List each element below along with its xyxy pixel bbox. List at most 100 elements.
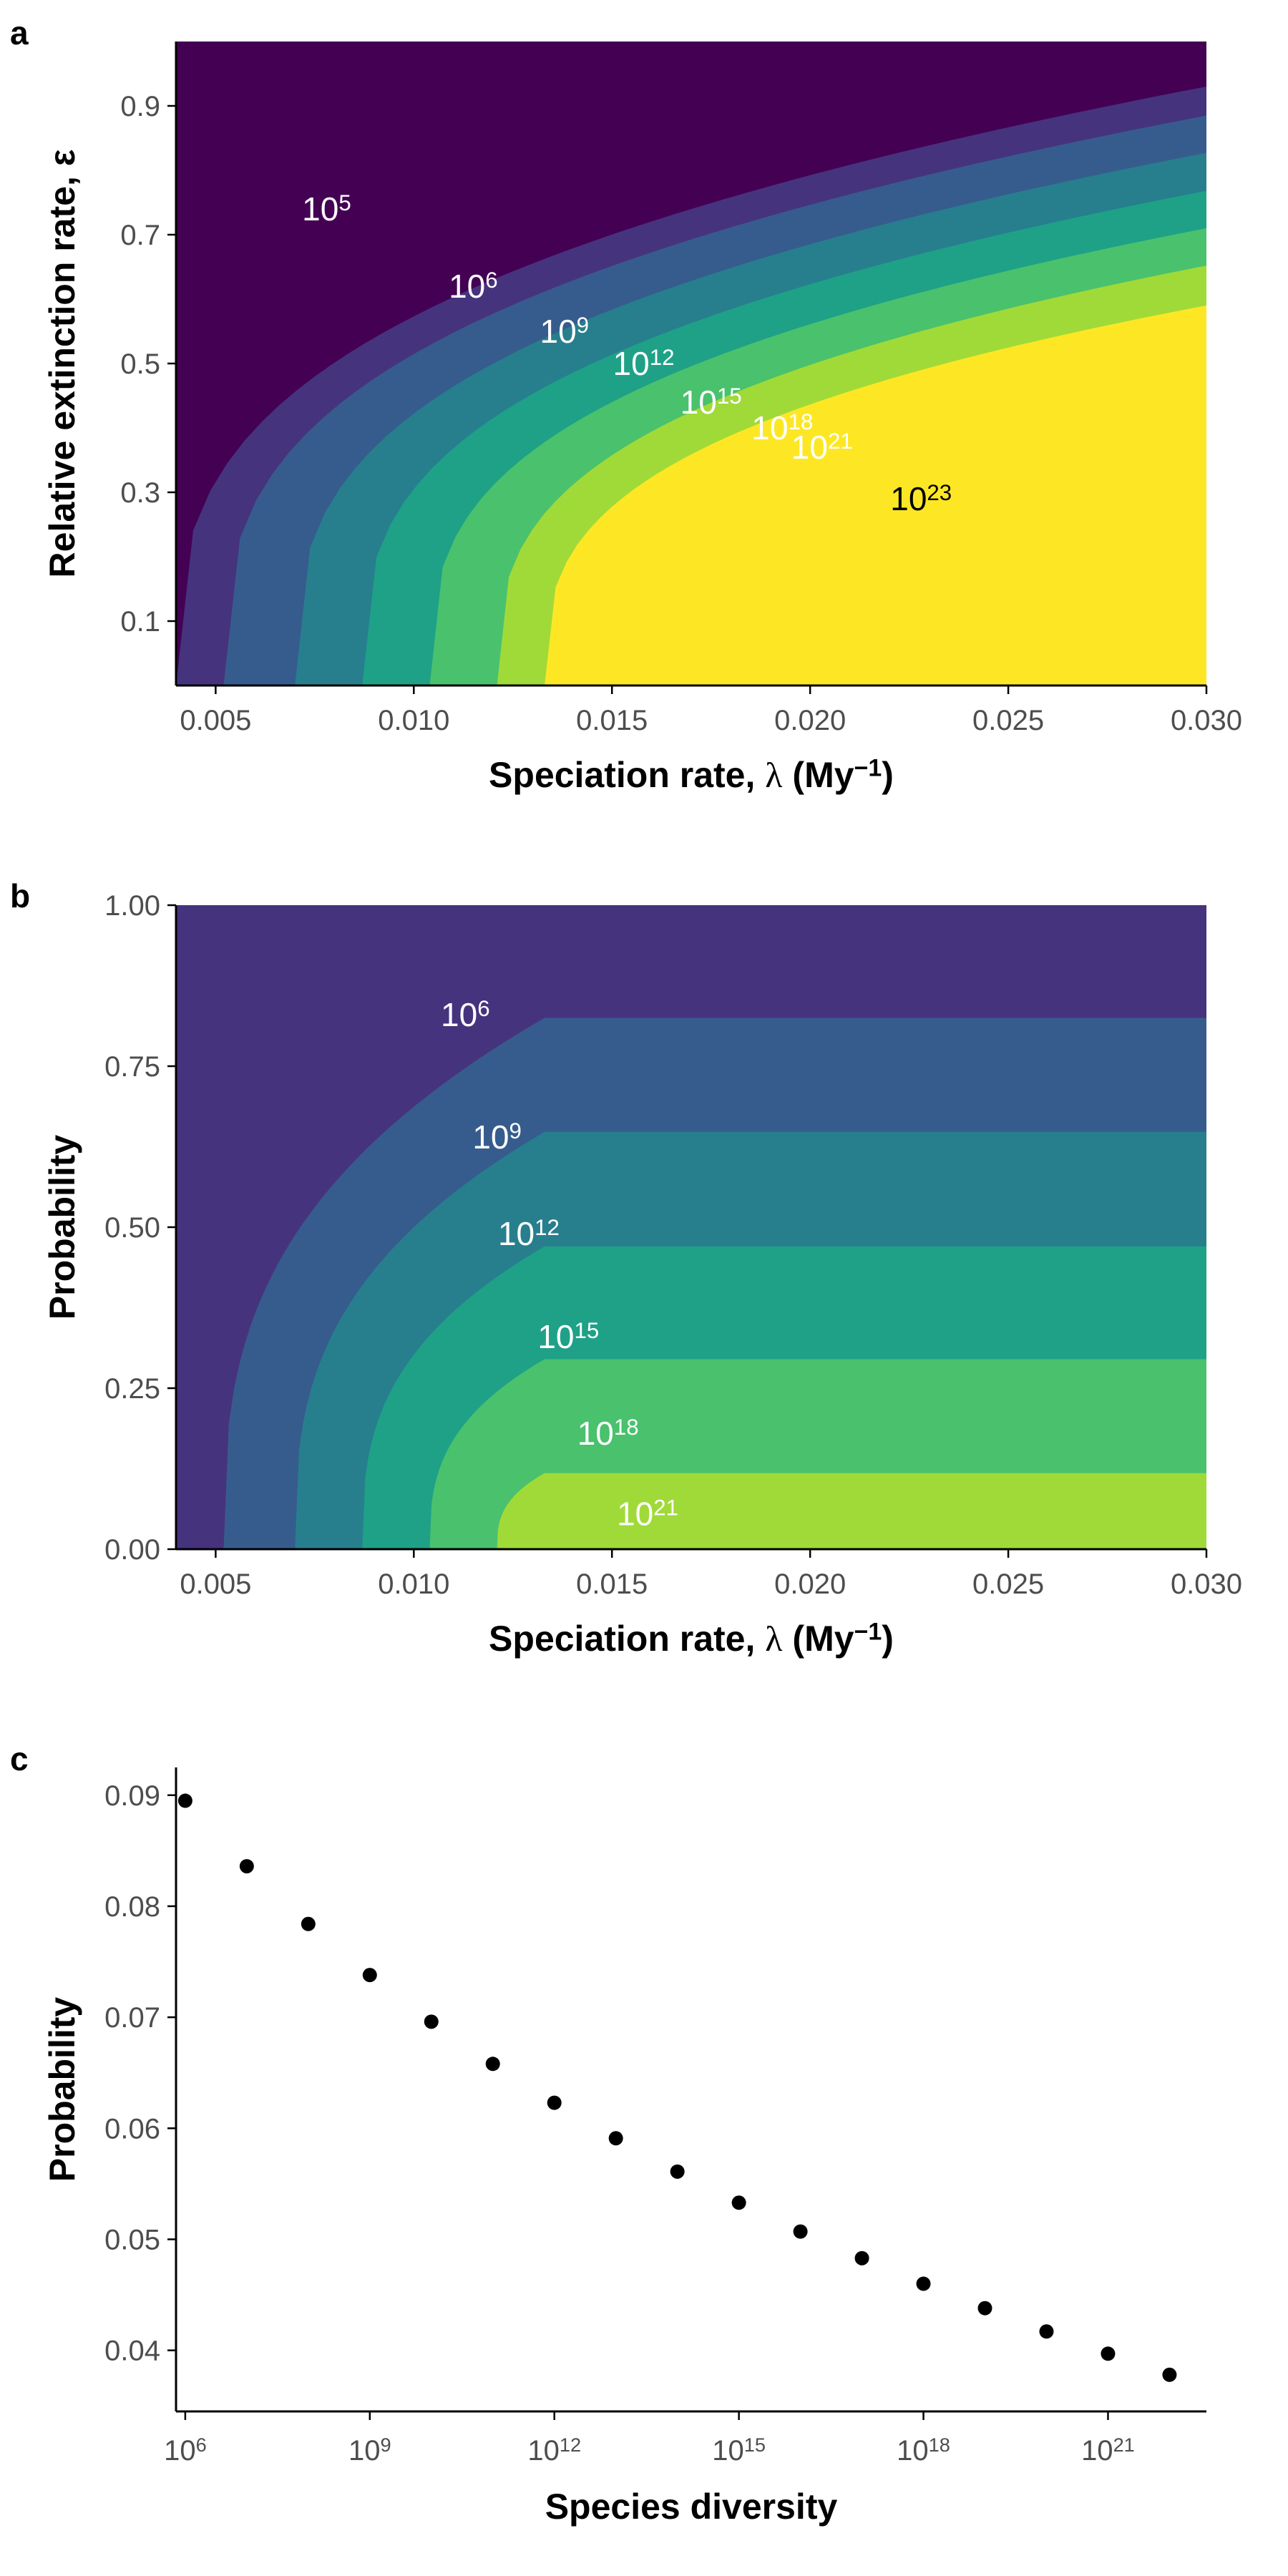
x-axis-title-unit-close: ) (882, 755, 894, 795)
data-point (1162, 2367, 1177, 2382)
contour-label: 1015 (537, 1318, 599, 1355)
x-tick-label: 0.030 (1171, 705, 1242, 736)
contour-label-base: 10 (498, 1215, 535, 1252)
contour-label: 106 (441, 996, 490, 1033)
y-tick-label: 0.08 (104, 1891, 160, 1923)
y-tick-label: 0.25 (104, 1373, 160, 1405)
heatmap-band-5 (497, 1473, 1206, 1549)
contour-label-base: 10 (680, 384, 717, 421)
x-axis-title-unit: (My (783, 1619, 854, 1659)
x-tick-label: 0.015 (576, 705, 648, 736)
x-tick-label: 1015 (712, 2434, 766, 2467)
data-point (608, 2131, 623, 2146)
x-tick-label: 1012 (527, 2434, 581, 2467)
panel-b: 0.005 0.010 0.015 0.020 0.025 0.030 0.00 0.25 0.… (10, 877, 1242, 1659)
contour-label-base: 10 (890, 480, 927, 517)
x-tick-label-exp: 15 (744, 2434, 766, 2456)
x-tick-label: 0.005 (180, 705, 251, 736)
x-tick-label-exp: 9 (380, 2434, 391, 2456)
contour-label-base: 10 (540, 313, 576, 350)
y-tick-label: 0.50 (104, 1212, 160, 1244)
x-tick-label: 0.025 (972, 1568, 1044, 1600)
x-axis-title-symbol: λ (765, 1619, 782, 1659)
y-axis-title: Relative extinction rate, ε (42, 150, 82, 578)
x-tick-label: 0.010 (378, 1568, 449, 1600)
contour-label-exp: 21 (828, 429, 853, 454)
contour-label-base: 10 (302, 190, 338, 228)
x-tick-label: 0.015 (576, 1568, 648, 1600)
contour-label: 109 (540, 313, 589, 350)
contour-label: 1018 (577, 1415, 639, 1452)
data-point (362, 1968, 377, 1983)
x-axis-title-unit-exp: −1 (854, 1619, 882, 1646)
x-tick-label: 0.005 (180, 1568, 251, 1600)
x-tick-label-exp: 6 (196, 2434, 207, 2456)
data-point (916, 2276, 931, 2291)
contour-label-base: 10 (472, 1118, 509, 1156)
y-axis-title: Probability (42, 1997, 82, 2182)
contour-label-base: 10 (617, 1496, 653, 1533)
data-point (177, 1793, 192, 1808)
contour-label: 105 (302, 190, 351, 228)
contour-label-exp: 6 (477, 996, 489, 1021)
contour-label-exp: 12 (535, 1215, 560, 1240)
y-tick-label: 0.07 (104, 2002, 160, 2034)
panel-a: 0.005 0.010 0.015 0.020 0.025 0.030 0.1 0.3 0.5 0… (10, 14, 1242, 795)
x-tick-label-base: 10 (527, 2435, 560, 2467)
contour-label-exp: 12 (650, 345, 675, 370)
contour-label: 1023 (890, 480, 952, 517)
y-tick-label: 0.1 (120, 606, 160, 638)
x-tick-label-base: 10 (348, 2435, 381, 2467)
contour-label: 1021 (617, 1495, 678, 1532)
x-axis-title: Speciation rate, λ (My−1) (489, 1619, 894, 1659)
x-tick-label-exp: 21 (1113, 2434, 1135, 2456)
y-tick-label: 0.05 (104, 2224, 160, 2255)
contour-label-exp: 18 (789, 409, 814, 434)
contour-label-base: 10 (751, 409, 788, 447)
y-tick-label: 0.3 (120, 477, 160, 509)
y-tick-label: 0.5 (120, 348, 160, 380)
contour-label: 1021 (791, 429, 853, 466)
x-tick-label: 0.030 (1171, 1568, 1242, 1600)
contour-label-exp: 15 (575, 1318, 600, 1343)
x-axis-title-unit-close: ) (882, 1619, 894, 1659)
contour-label-base: 10 (449, 268, 485, 305)
y-tick-label: 0.7 (120, 220, 160, 251)
contour-label-exp: 18 (614, 1415, 639, 1440)
plot-area-b (176, 905, 1206, 1549)
contour-label-exp: 6 (485, 268, 497, 293)
x-tick-label: 0.025 (972, 705, 1044, 736)
y-axis-title: Probability (42, 1135, 82, 1320)
x-axis-title: Species diversity (545, 2487, 838, 2527)
x-tick-label-base: 10 (897, 2435, 929, 2467)
x-tick-label: 0.020 (774, 1568, 846, 1600)
contour-label-base: 10 (791, 429, 828, 466)
y-tick-label: 1.00 (104, 890, 160, 922)
contour-label: 1018 (751, 409, 813, 447)
data-point (977, 2301, 992, 2316)
contour-label-base: 10 (441, 996, 477, 1033)
x-axis-title-symbol: λ (765, 755, 782, 795)
y-tick-label: 0.04 (104, 2336, 160, 2367)
data-point (239, 1859, 254, 1874)
contour-label: 109 (472, 1118, 522, 1156)
y-tick-label: 0.09 (104, 1780, 160, 1812)
heatmap-band-7 (545, 306, 1206, 686)
contour-label-exp: 9 (577, 313, 589, 338)
x-tick-label: 106 (164, 2434, 207, 2467)
data-point (301, 1916, 316, 1931)
panel-label-c: c (10, 1740, 29, 1777)
x-axis-title: Speciation rate, λ (My−1) (489, 755, 894, 796)
contour-label: 1012 (613, 345, 675, 382)
x-tick-label-base: 10 (1081, 2435, 1113, 2467)
contour-label-exp: 5 (338, 190, 351, 215)
data-point (547, 2095, 562, 2110)
y-tick-label: 0.06 (104, 2113, 160, 2145)
data-point (793, 2224, 808, 2239)
x-tick-label: 1018 (897, 2434, 950, 2467)
x-axis-title-unit: (My (783, 755, 854, 795)
x-tick-label: 1021 (1081, 2434, 1135, 2467)
data-point (854, 2250, 869, 2265)
x-tick-label-base: 10 (712, 2435, 744, 2467)
